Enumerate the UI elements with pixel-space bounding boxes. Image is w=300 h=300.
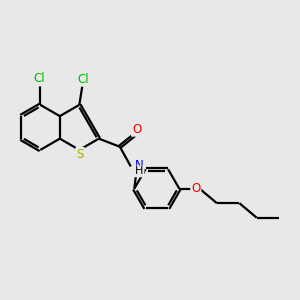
Text: Cl: Cl [33, 72, 45, 86]
Text: O: O [191, 182, 200, 195]
Text: Cl: Cl [77, 73, 89, 86]
Text: H: H [135, 167, 143, 176]
Text: S: S [76, 148, 84, 161]
Text: O: O [132, 123, 141, 136]
Text: N: N [135, 159, 144, 172]
